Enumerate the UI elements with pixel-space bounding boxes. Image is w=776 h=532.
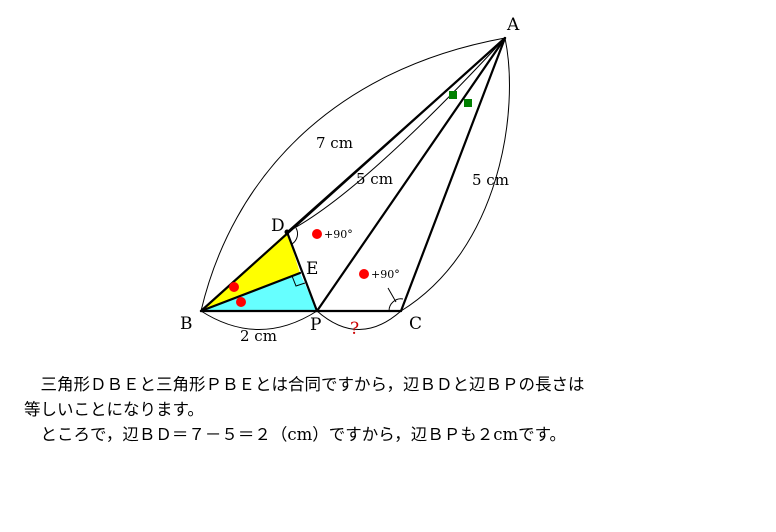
red-dot-angle-b-upper bbox=[229, 282, 239, 292]
red-dot-annotation-d bbox=[312, 229, 322, 239]
explanation-line-1: 三角形ＤＢＥと三角形ＰＢＥとは合同ですから，辺ＢＤと辺ＢＰの長さは bbox=[24, 375, 585, 394]
explanation-text: 三角形ＤＢＥと三角形ＰＢＥとは合同ですから，辺ＢＤと辺ＢＰの長さは 等しいことに… bbox=[24, 372, 754, 447]
segment-ap bbox=[315, 36, 507, 313]
triangle-pbe bbox=[201, 273, 317, 311]
arc-bp bbox=[200, 310, 318, 330]
explanation-line-2: 等しいことになります。 bbox=[24, 400, 204, 419]
green-square-1 bbox=[449, 91, 457, 99]
label-p: P bbox=[310, 315, 321, 335]
green-square-2 bbox=[464, 99, 472, 107]
segment-be bbox=[199, 271, 302, 313]
angle-pointer-c bbox=[387, 287, 397, 303]
main-segments bbox=[199, 36, 507, 313]
arc-ab bbox=[200, 37, 506, 312]
arc-ac bbox=[400, 37, 510, 312]
length-ab: 7 cm bbox=[316, 134, 353, 152]
label-e: E bbox=[306, 259, 318, 279]
segment-ac bbox=[399, 36, 507, 313]
angle-arc-d bbox=[291, 227, 299, 245]
red-dot-annotation-c bbox=[359, 269, 369, 279]
angle-arc-c bbox=[388, 298, 404, 312]
arc-ad bbox=[286, 37, 506, 233]
label-b: B bbox=[180, 314, 193, 334]
point-d-dot bbox=[284, 229, 290, 235]
length-pc-unknown: ? bbox=[350, 319, 359, 339]
label-c: C bbox=[409, 314, 422, 334]
label-a: A bbox=[506, 15, 520, 35]
length-ac: 5 cm bbox=[472, 171, 509, 189]
length-ad: 5 cm bbox=[356, 170, 393, 188]
segment-ad bbox=[286, 37, 506, 233]
annotation-angle-d: +90° bbox=[324, 228, 353, 241]
annotation-angle-c: +90° bbox=[371, 268, 400, 281]
length-bp: 2 cm bbox=[240, 327, 277, 345]
arc-pc bbox=[316, 310, 402, 330]
segment-dp bbox=[285, 230, 319, 313]
geometry-figure: A B C D E P 7 cm 5 cm 5 cm 2 cm ? +90° +… bbox=[180, 15, 520, 345]
explanation-line-3: ところで，辺ＢＤ＝７－５＝２（cm）ですから，辺ＢＰも２cmです。 bbox=[24, 425, 566, 444]
triangle-dbe bbox=[201, 232, 300, 311]
label-d: D bbox=[271, 216, 285, 236]
right-angle-e bbox=[291, 275, 306, 287]
red-dot-angle-b-lower bbox=[236, 297, 246, 307]
